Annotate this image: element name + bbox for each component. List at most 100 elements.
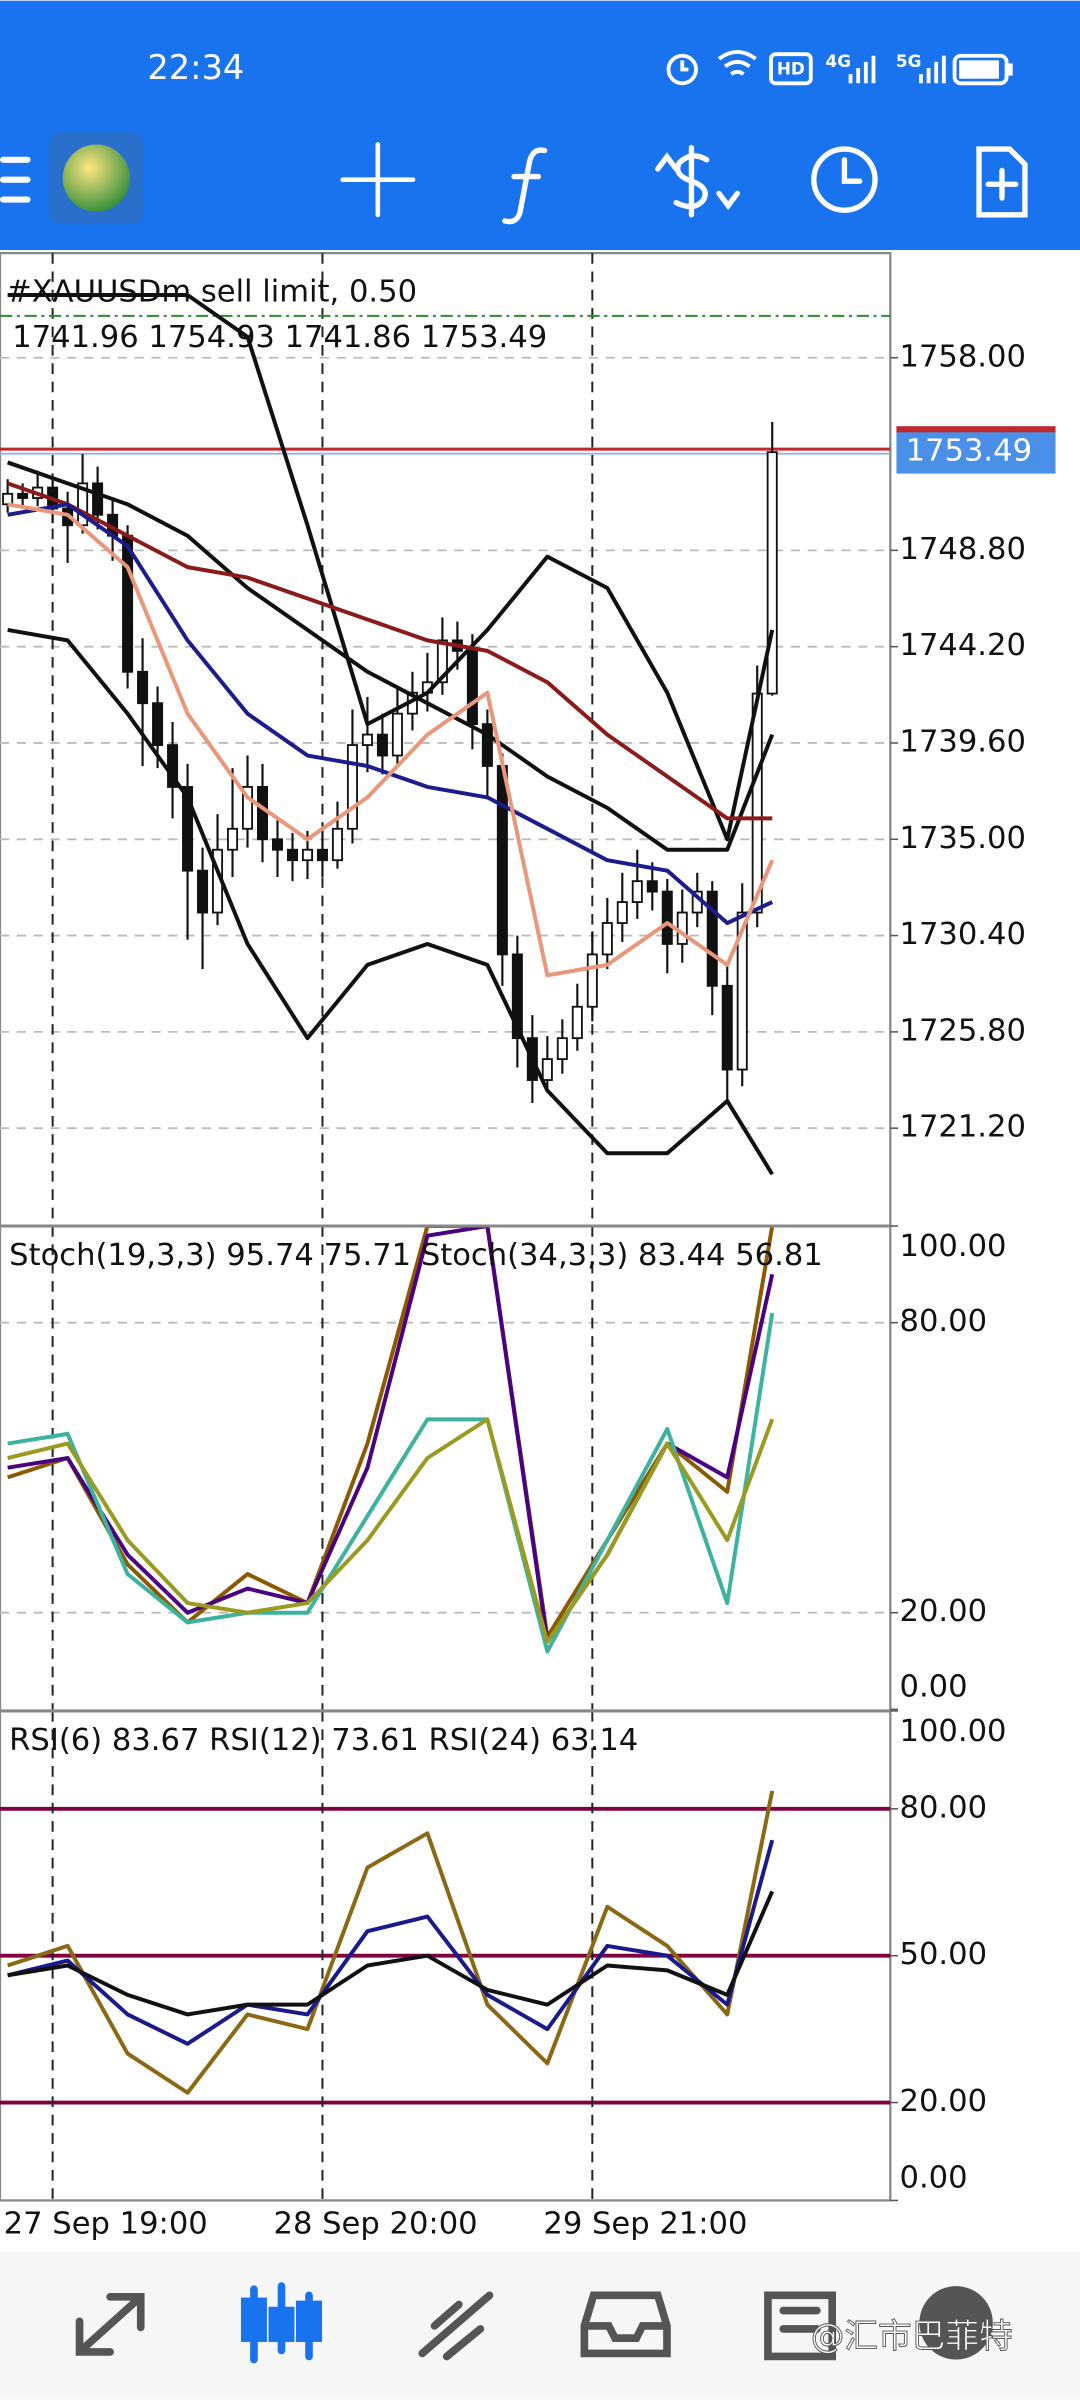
candle-body [227,827,239,851]
messages-tab[interactable] [919,2286,993,2360]
candle-body [511,953,523,1040]
candle-body [481,723,493,767]
x-tick-label: 28 Sep 20:00 [274,2206,478,2241]
y-tick-label: 100.00 [899,1714,1006,1749]
indicators-button[interactable] [502,147,548,225]
indicator-line [6,481,773,821]
stoch-title: Stoch(19,3,3) 95.74 75.71 Stoch(34,3,3) … [9,1238,823,1273]
y-tick-label: 100.00 [899,1229,1006,1264]
stoch-chart [0,1227,891,1710]
candle-body [376,733,388,757]
candle-body [242,786,254,830]
chart-layer: 1758.00 1748.80 1744.20 1739.60 1735.00 1730.… [0,253,1056,2241]
y-tick-label: 20.00 [899,1594,987,1629]
indicator-line [7,1839,775,2046]
candle-body [436,639,448,684]
indicator-line [7,627,774,1176]
candle-body [571,1005,583,1040]
candle-body [586,953,598,1008]
indicator-line [7,292,775,842]
y-tick-label: 80.00 [899,1304,987,1339]
indicator-line [7,502,775,978]
bottom-nav [0,2252,1080,2400]
candle-body [17,492,29,499]
candle-body [256,786,269,841]
y-tick-label: 0.00 [899,2161,967,2196]
x-tick-label: 29 Sep 21:00 [543,2206,747,2241]
candle-body [361,733,373,746]
indicator-line [7,1417,775,1644]
candle-body [92,482,104,516]
watermark: @汇市巴菲特 [811,2317,1013,2356]
candle-body [646,880,658,893]
quotes-tab[interactable] [75,2293,145,2356]
y-tick-label: 1725.80 [899,1013,1025,1048]
indicator-line [7,1890,775,2017]
candle-body [661,890,673,945]
y-tick-label: 50.00 [899,1937,987,1972]
menu-button[interactable] [0,156,31,203]
candle-body [676,911,688,945]
candle-body [152,702,164,746]
x-tick-label: 27 Sep 19:00 [4,2206,208,2241]
candle-body [137,670,149,705]
indicator-line [7,1790,775,2095]
y-tick-label: 1758.00 [899,339,1025,374]
chart-area [0,251,892,2202]
price-tag-top [896,426,1056,433]
history-tab[interactable] [580,2291,671,2358]
candle-body [197,869,209,914]
candle-body [496,765,508,956]
y-tick-label: 1748.80 [899,532,1025,567]
y-tick-label: 0.00 [899,1669,967,1704]
current-price-label: 1753.49 [906,434,1032,469]
candle-body [2,492,14,506]
indicator-line [6,460,775,852]
rsi-chart [0,1712,891,2201]
trade-tab[interactable] [418,2291,494,2361]
candle-body [301,848,313,862]
candle-body [541,1058,553,1081]
mt4-logo[interactable] [48,132,144,225]
main-chart [0,253,891,1225]
price-tag [896,430,1056,474]
candle-body [331,827,343,862]
candle-body [766,451,778,695]
y-tick-label: 1744.20 [899,628,1025,663]
trade-button[interactable] [655,144,741,218]
chart-tab[interactable] [240,2282,323,2364]
candle-body [391,712,403,757]
status-icons [666,50,1013,86]
candle-body [316,848,328,862]
candle-body [466,649,478,726]
candle-body [751,692,763,914]
y-tick-label: 1735.00 [899,821,1025,856]
y-tick-label: 80.00 [899,1790,987,1825]
news-tab[interactable] [764,2291,837,2361]
5g-icon: 5G [896,51,921,71]
candle-body [736,911,748,1071]
crosshair-button[interactable] [340,142,416,218]
y-tick-label: 1739.60 [899,724,1025,759]
candle-body [721,984,733,1071]
candle-body [616,901,628,924]
new-order-button[interactable] [976,146,1028,218]
rsi-title: RSI(6) 83.67 RSI(12) 73.61 RSI(24) 63.14 [9,1723,638,1758]
main-chart-title: #XAUUSDm sell limit, 0.50 [6,274,417,309]
y-tick-label: 1721.20 [899,1110,1025,1145]
4g-icon: 4G [826,51,852,71]
app-bar [0,0,1080,251]
indicator-line [7,502,774,925]
candle-body [346,744,358,830]
candle-body [631,880,643,903]
toolbar [0,132,1028,225]
y-tick-label: 1730.40 [899,917,1025,952]
ohlc-readout: 1741.96 1754.93 1741.86 1753.49 [12,320,547,355]
candle-body [271,838,284,851]
candle-body [167,744,179,788]
period-button[interactable] [811,146,878,213]
candle-body [556,1037,568,1061]
candle-body [706,890,718,987]
